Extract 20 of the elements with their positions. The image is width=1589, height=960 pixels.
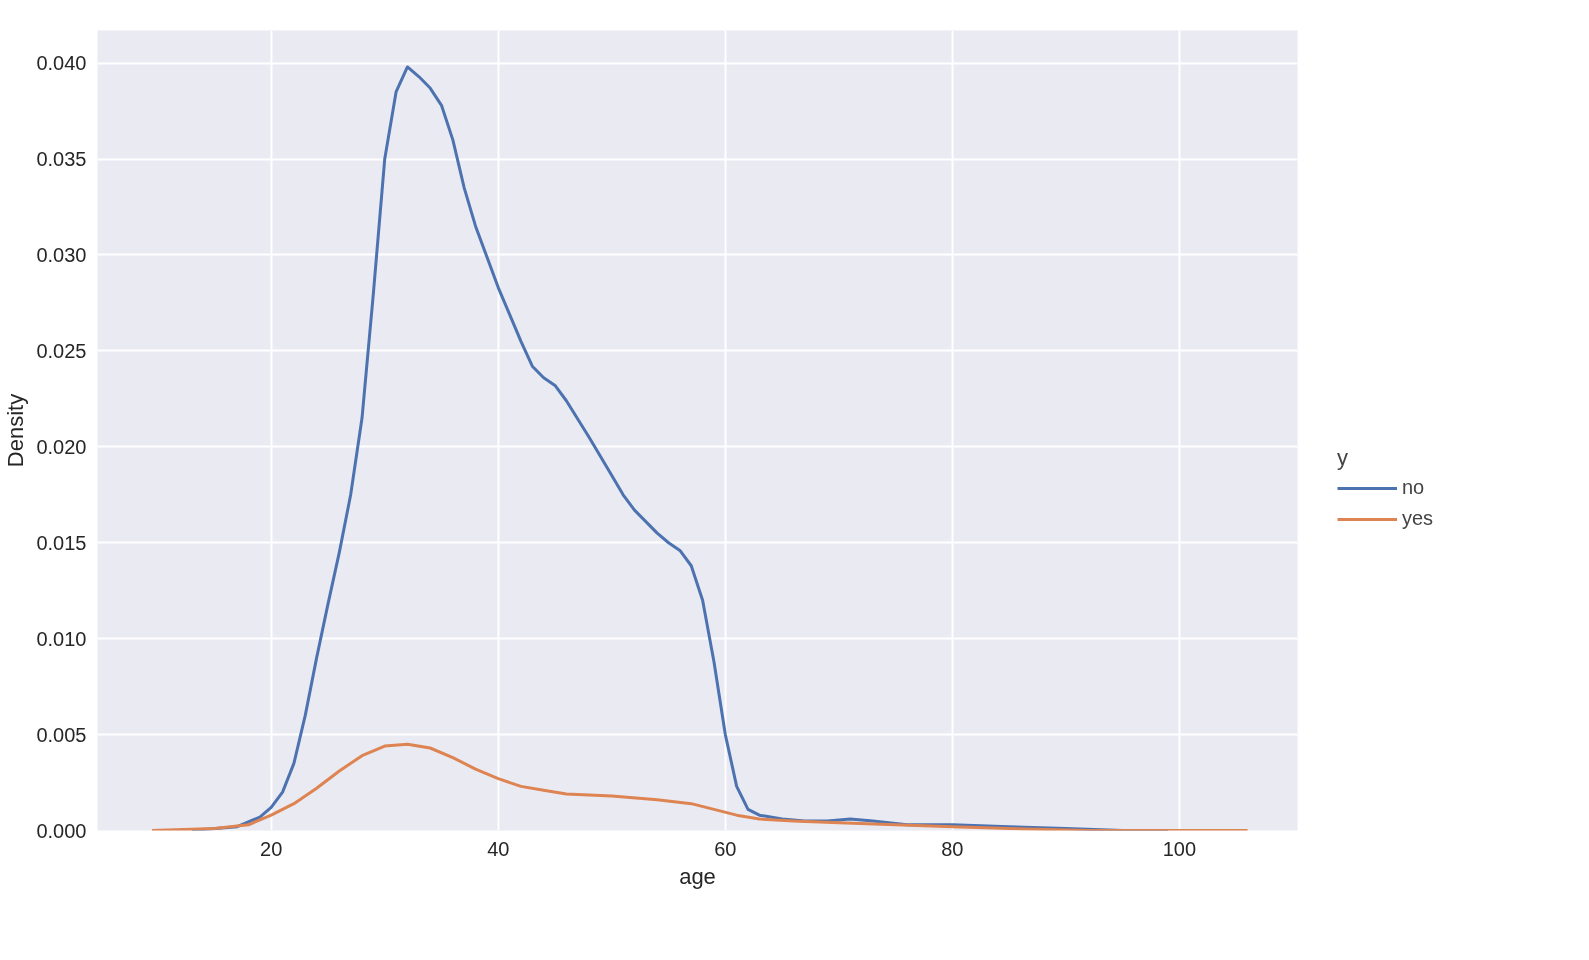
x-tick-label: 60 xyxy=(714,837,737,860)
y-tick-label: 0.030 xyxy=(36,243,87,266)
y-tick-label: 0.035 xyxy=(36,148,87,171)
y-tick-label: 0.025 xyxy=(36,339,87,362)
x-tick-label: 20 xyxy=(260,837,283,860)
y-tick-label: 0.020 xyxy=(36,435,87,458)
x-tick-label: 100 xyxy=(1162,837,1197,860)
y-tick-label: 0.040 xyxy=(36,52,87,75)
legend-title: y xyxy=(1337,445,1349,471)
line-series xyxy=(150,742,1250,831)
x-axis-title: age xyxy=(679,863,716,889)
y-tick-label: 0.005 xyxy=(36,723,87,746)
x-tick-label: 40 xyxy=(487,837,510,860)
y-tick-label: 0.015 xyxy=(36,531,87,554)
y-tick-label: 0.010 xyxy=(36,627,87,650)
legend-label: no xyxy=(1402,476,1425,499)
x-tick-label: 80 xyxy=(941,837,964,860)
legend-label: yes xyxy=(1402,507,1434,530)
y-tick-label: 0.000 xyxy=(36,819,87,842)
y-axis-title: Density xyxy=(3,393,29,468)
